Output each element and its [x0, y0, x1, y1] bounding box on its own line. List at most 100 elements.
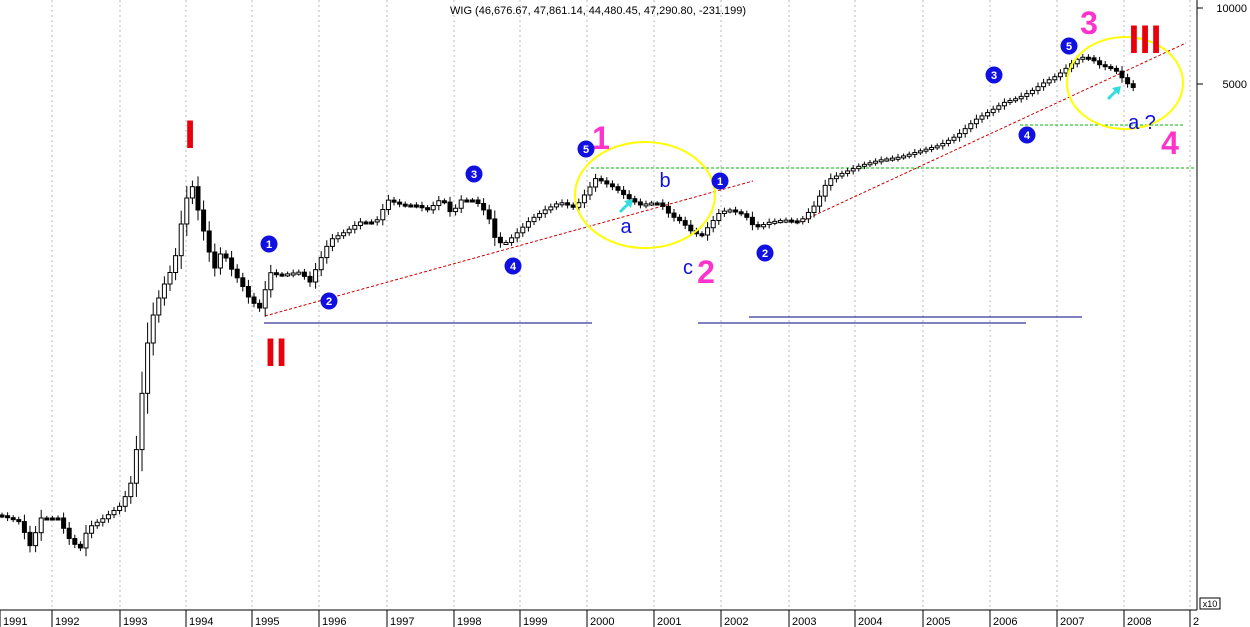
candle-body	[559, 202, 565, 206]
candle-body	[481, 202, 487, 211]
candle-body	[139, 392, 145, 451]
candle-body	[150, 314, 156, 344]
x-tick-label: 2007	[1060, 616, 1084, 627]
candle-body	[581, 194, 587, 204]
candle-body	[105, 514, 111, 520]
candle-body	[833, 175, 839, 180]
candle-body	[77, 543, 83, 549]
multiplier-box: x10	[1199, 597, 1221, 610]
candle-body	[721, 210, 727, 214]
candle-body	[167, 272, 173, 285]
highlight-ellipse-2000	[574, 141, 716, 249]
candlestick-series	[0, 53, 1136, 557]
candle-body	[329, 238, 335, 247]
candle-body	[285, 273, 291, 277]
candle-body	[615, 186, 621, 191]
candle-body	[979, 115, 985, 120]
candle-body	[637, 201, 643, 206]
candle-body	[912, 152, 918, 156]
candle-body	[369, 221, 375, 225]
wave-badge-icon	[320, 292, 338, 310]
candle-body	[178, 223, 184, 257]
candle-body	[89, 525, 95, 534]
candle-body	[1052, 76, 1058, 81]
candle-body	[251, 296, 257, 304]
candle-body	[38, 517, 44, 534]
candle-body	[929, 147, 935, 151]
candle-body	[318, 257, 324, 271]
candle-body	[363, 221, 369, 225]
candle-body	[1024, 93, 1030, 97]
x-tick-label: 1999	[523, 616, 547, 627]
x-tick-label: 2002	[724, 616, 748, 627]
candle-body	[44, 517, 50, 521]
candle-body	[1130, 83, 1136, 88]
candle-body	[313, 269, 319, 283]
candle-body	[229, 257, 235, 270]
candle-body	[83, 532, 89, 549]
candle-body	[33, 532, 39, 547]
candle-body	[49, 517, 55, 521]
candle-body	[1125, 77, 1131, 85]
wave-label-1: 1	[592, 120, 610, 156]
circled-wave-number: 2	[320, 292, 338, 310]
x-tick-label: 1994	[189, 616, 213, 627]
y-tick-label: 5000	[1223, 79, 1247, 91]
candle-body	[895, 156, 901, 160]
wave-badge-label: 4	[1024, 130, 1031, 142]
wave-label-4: 4	[1161, 125, 1179, 161]
x-tick-label: 1998	[457, 616, 481, 627]
candle-body	[783, 219, 789, 223]
x-tick-label: 2003	[792, 616, 816, 627]
candle-body	[1097, 60, 1103, 66]
candle-body	[413, 204, 419, 208]
candle-body	[520, 226, 526, 234]
x-tick-label: 1996	[322, 616, 346, 627]
candle-body	[553, 203, 559, 208]
candle-body	[1074, 58, 1080, 65]
candle-body	[873, 160, 879, 164]
wave-badge-label: 1	[266, 239, 272, 251]
candle-body	[0, 514, 5, 518]
highlight-ellipse-2007	[1066, 36, 1184, 130]
chart-title: WIG (46,676.67, 47,861.14, 44,480.45, 47…	[450, 5, 746, 17]
candle-body	[688, 224, 694, 232]
candle-body	[374, 219, 380, 223]
wave-label-II: II	[265, 331, 287, 375]
candle-body	[677, 216, 683, 222]
candle-body	[145, 342, 151, 394]
candle-body	[61, 517, 67, 529]
circled-wave-number: 3	[465, 165, 483, 183]
candle-body	[301, 271, 307, 277]
highlight-circles	[574, 36, 1184, 249]
candle-body	[660, 202, 666, 207]
candle-body	[850, 168, 856, 172]
candle-body	[217, 253, 223, 269]
candle-body	[245, 286, 251, 298]
wave-badge-icon	[711, 172, 729, 190]
candle-body	[845, 170, 851, 174]
candle-body	[800, 218, 806, 223]
candle-body	[805, 211, 811, 220]
wave-badge-label: 5	[583, 144, 589, 156]
x-tick-label: 1992	[55, 616, 79, 627]
circled-wave-number: 3	[985, 66, 1003, 84]
candle-body	[72, 538, 78, 545]
candle-body	[570, 204, 576, 208]
candle-body	[917, 150, 923, 154]
candle-body	[397, 201, 403, 205]
candle-body	[1007, 99, 1013, 103]
candle-body	[133, 449, 139, 484]
x-tick-label: 2000	[590, 616, 614, 627]
candle-body	[626, 194, 632, 200]
x-tick-label: 1997	[390, 616, 414, 627]
candle-body	[705, 227, 711, 236]
candle-body	[509, 237, 515, 243]
candle-body	[945, 139, 951, 144]
candle-body	[531, 216, 537, 223]
wave-badge-icon	[577, 140, 595, 158]
candle-body	[542, 209, 548, 215]
candle-body	[856, 165, 862, 170]
